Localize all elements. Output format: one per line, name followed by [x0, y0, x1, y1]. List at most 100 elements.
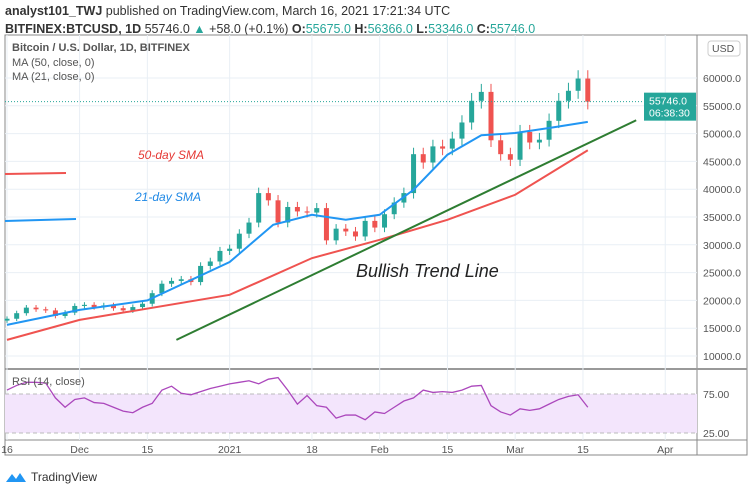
candle [585, 70, 591, 110]
last-price: 55746.0 [144, 22, 190, 36]
x-tick-label: 15 [442, 444, 454, 456]
candle-body [265, 193, 271, 201]
candle-body [517, 131, 523, 160]
author[interactable]: analyst101_TWJ [5, 4, 103, 18]
tradingview-logo[interactable]: TradingView [5, 470, 97, 484]
y-tick-label: 30000.0 [703, 240, 741, 252]
countdown-label: 06:38:30 [649, 108, 690, 120]
chart-legend-title: Bitcoin / U.S. Dollar, 1D, BITFINEX [12, 42, 190, 54]
open-value: 55675.0 [305, 22, 351, 36]
low-label: L: [416, 22, 429, 36]
candle [285, 201, 291, 228]
y-tick-label: 15000.0 [703, 323, 741, 335]
candle [575, 70, 581, 99]
candle [217, 246, 223, 266]
candle-body [23, 307, 29, 314]
candle-body [488, 91, 494, 141]
candle-body [411, 154, 417, 194]
candle-body [314, 208, 320, 213]
ma50-legend[interactable]: MA (50, close, 0) [12, 57, 95, 69]
candle-body [285, 206, 291, 223]
candle [382, 209, 388, 233]
candle-body [333, 228, 339, 241]
y-tick-label: 35000.0 [703, 212, 741, 224]
rsi-legend[interactable]: RSI (14, close) [12, 376, 85, 388]
candle [372, 216, 378, 233]
candle [352, 226, 358, 241]
x-tick-label: Dec [70, 444, 89, 456]
candle-body [14, 313, 20, 319]
candle-body [217, 250, 223, 262]
candle-body [478, 91, 484, 101]
rsi-line [6, 376, 589, 421]
y-tick-label: 40000.0 [703, 184, 741, 196]
candle [527, 124, 533, 150]
ma21-legend[interactable]: MA (21, close, 0) [12, 71, 95, 83]
last-price-label: 55746.0 [649, 96, 687, 108]
candle [275, 195, 281, 228]
y-tick-label: 45000.0 [703, 156, 741, 168]
ma50-line [6, 149, 589, 341]
candle-body [140, 303, 146, 308]
candle [110, 302, 116, 311]
x-tick-label: 2021 [218, 444, 242, 456]
candle [236, 229, 242, 253]
trend-line [175, 119, 637, 341]
candle [469, 93, 475, 130]
candle-body [4, 318, 10, 321]
candle [14, 310, 20, 322]
candle-body [430, 146, 436, 163]
candle [459, 115, 465, 146]
candle-body [536, 139, 542, 143]
tradingview-logo-icon [6, 473, 26, 482]
x-tick-label: 16 [1, 444, 13, 456]
candle-body [62, 312, 68, 316]
last-price-box [644, 92, 696, 121]
candle-body [304, 211, 310, 213]
candle [536, 132, 542, 150]
logo-text: TradingView [31, 470, 98, 484]
candle-body [169, 280, 175, 284]
candle-body [130, 307, 136, 311]
candle [294, 201, 300, 217]
candle-body [81, 304, 87, 306]
candle-body [236, 233, 242, 249]
candle-body [527, 131, 533, 143]
candle-body [362, 220, 368, 237]
candle-body [459, 122, 465, 139]
y-tick-label: 10000.0 [703, 351, 741, 363]
high-label: H: [354, 22, 368, 36]
price-chart[interactable]: 60000.0 55000.0 50000.0 45000.0 40000.0 35000… [0, 0, 750, 470]
x-tick-label: Mar [506, 444, 525, 456]
rsi-tick-label: 75.00 [703, 389, 729, 401]
candle-body [575, 78, 581, 91]
candle [546, 113, 552, 147]
candle [23, 305, 29, 316]
candle-body [585, 78, 591, 102]
candle-body [33, 307, 39, 310]
publish-text: published on TradingView.com, March 16, … [105, 4, 451, 18]
candle [565, 82, 571, 109]
candle [507, 147, 513, 167]
candle [52, 307, 58, 319]
candle-body [275, 200, 281, 223]
candle [488, 83, 494, 148]
candle-body [294, 206, 300, 212]
candle-body [178, 279, 184, 281]
candle-body [198, 265, 204, 283]
candle-body [207, 261, 213, 266]
publish-info: analyst101_TWJ published on TradingView.… [5, 4, 450, 18]
candle [333, 224, 339, 245]
candle-body [323, 208, 329, 241]
candle [391, 197, 397, 220]
candle-body [159, 283, 165, 294]
sma50-annotation: 50-day SMA [138, 148, 204, 162]
candle [362, 216, 368, 241]
ma50-marker-line [4, 172, 67, 175]
x-tick-label: Feb [371, 444, 389, 456]
currency-box [707, 40, 741, 57]
candle [33, 305, 39, 312]
symbol-info: BITFINEX:BTCUSD, 1D 55746.0 ▲ +58.0 (+0.… [5, 22, 535, 36]
candle-body [52, 310, 58, 316]
candle [498, 133, 504, 161]
